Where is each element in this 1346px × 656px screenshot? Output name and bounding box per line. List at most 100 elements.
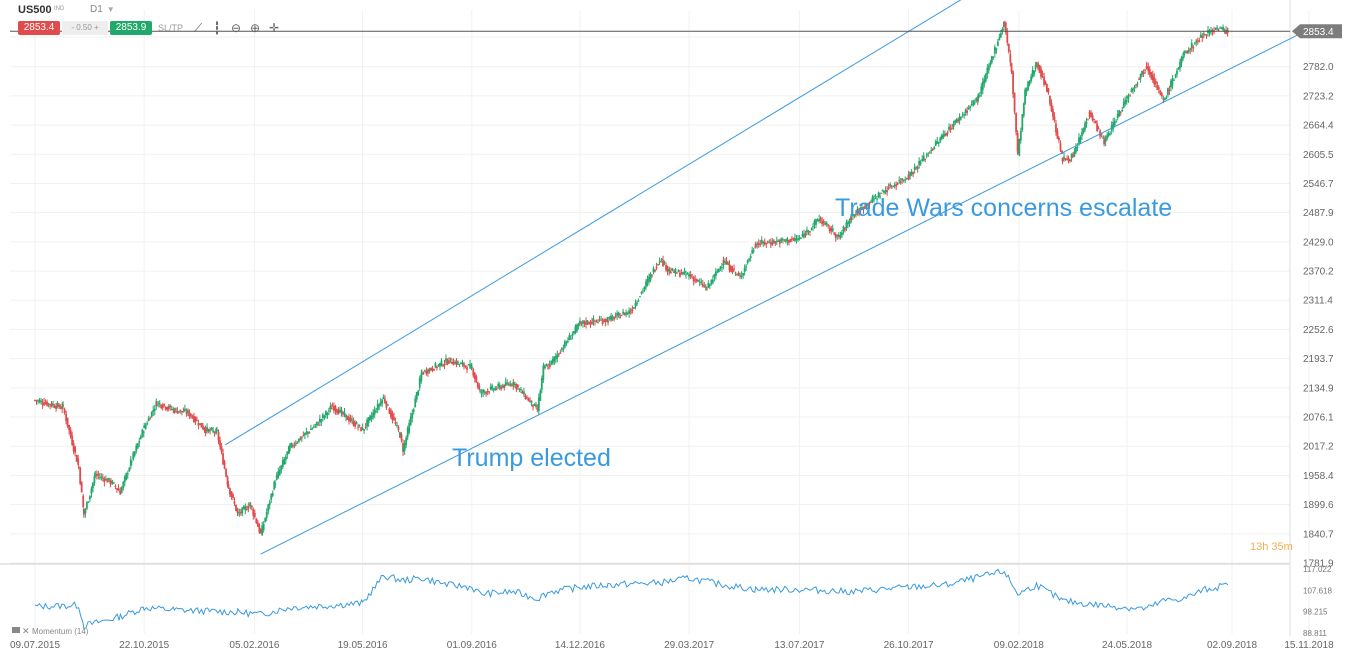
candle-up [315,421,318,428]
candle-body [433,368,435,371]
candle-down [77,454,80,466]
candle-down [703,281,706,288]
zoom-in-icon[interactable]: ⊕ [249,21,261,35]
sell-button[interactable]: 2853.4 [18,21,60,35]
candle-body [630,311,632,313]
candle-up [261,521,264,536]
crosshair-icon[interactable]: ✛ [268,21,280,35]
candle-down [334,404,337,415]
candle-down [433,368,435,371]
candle-body [861,207,863,209]
sltp-button[interactable]: SL/TP [158,23,184,33]
settings-icon[interactable] [12,627,20,633]
close-icon[interactable]: ✕ [22,626,30,636]
candle-up [836,234,839,240]
candle-down [388,407,391,415]
candle-body [595,320,598,322]
date-tick-label: 09.02.2018 [994,640,1044,651]
candle-down [728,260,731,273]
zoom-out-icon[interactable]: ⊖ [230,21,242,35]
candle-body [144,424,147,429]
candle-up [136,442,139,450]
candle-body [931,148,934,151]
candle-body [336,409,338,413]
symbol-name[interactable]: US500 [18,4,52,16]
candle-up [369,414,372,421]
candle-body [540,378,543,390]
candle-body [349,418,352,422]
candle-body [649,273,652,280]
candle-body [631,309,634,311]
candle-body [695,278,698,282]
candle-body [847,222,849,225]
candle-body [160,404,163,408]
candle-body [562,348,565,350]
candle-body [928,152,931,154]
candle-up [376,399,379,414]
candle-up [775,236,778,246]
candle-down [191,414,194,419]
candle-down [166,406,169,412]
candle-body [1093,118,1095,120]
candle-body [740,275,743,277]
momentum-label: Momentum (14) [32,627,89,636]
candle-down [620,314,623,317]
timeframe-select[interactable]: D1 ▼ [90,4,115,15]
candle-down [924,158,927,163]
candle-body [834,234,837,238]
candle-body [1142,72,1145,74]
candle-down [603,318,605,323]
candle-up [1079,135,1082,144]
candle-body [366,419,369,427]
candle-body [1162,98,1165,100]
candle-down [1196,37,1199,45]
candle-up [498,382,501,391]
candle-up [700,278,703,286]
candle-body [215,429,218,434]
candle-up [813,219,816,229]
candle-body [284,456,287,461]
candle-body [521,391,524,394]
candle-up [199,423,201,426]
candle-up [122,480,125,491]
chart-toolbar: US500 IND D1 ▼ 2853.4 - 0.50 + 2853.9 SL/… [0,0,1290,40]
candle-up [633,306,635,309]
candle-up [865,203,868,210]
candle-down [1103,135,1106,147]
candle-body [225,469,227,477]
candle-down [722,256,725,264]
candle-body [177,411,180,413]
candle-body [673,271,675,273]
candle-up [326,411,329,419]
candle-up [983,75,986,88]
buy-button[interactable]: 2853.9 [110,21,152,35]
candle-body [182,410,185,413]
candle-body [1056,130,1059,139]
candle-down [1004,21,1007,35]
candle-body [46,401,48,406]
candle-body [370,415,373,419]
candle-body [35,400,38,402]
candle-up [313,424,315,429]
candle-up [1214,27,1217,31]
candle-body [830,227,833,232]
candle-down [155,401,158,407]
candle-up [1113,117,1116,128]
candle-down [769,238,772,249]
candle-up [439,362,441,371]
candle-body [714,271,717,276]
candle-up [625,309,628,318]
candle-body [339,409,341,413]
candle-up [781,237,784,244]
candle-body [360,427,362,432]
candle-body [287,446,290,454]
candle-down [451,358,453,364]
candles-icon[interactable]: ┇ [213,21,221,35]
candle-body [881,189,884,192]
candle-body [482,389,485,393]
line-chart-icon[interactable]: ⟋ [193,21,203,35]
candle-up [283,457,286,465]
candle-body [868,202,871,205]
candle-down [1013,92,1016,115]
